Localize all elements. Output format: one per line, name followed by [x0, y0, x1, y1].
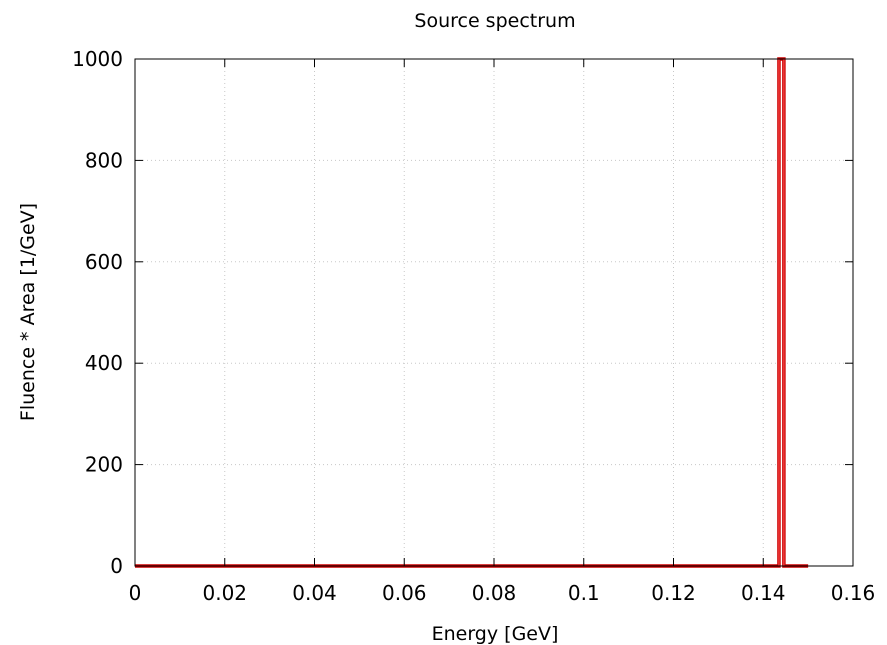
x-tick-label: 0.08 — [472, 581, 517, 605]
x-tick-label: 0.04 — [292, 581, 337, 605]
series-highlight-1 — [135, 58, 809, 567]
x-tick-label: 0.1 — [568, 581, 600, 605]
y-tick-label: 600 — [85, 250, 123, 274]
x-tick-label: 0 — [129, 581, 142, 605]
x-tick-label: 0.12 — [651, 581, 696, 605]
x-tick-labels: 0 0.02 0.04 0.06 0.08 0.1 0.12 0.14 0.16 — [129, 581, 876, 605]
y-tick-label: 800 — [85, 148, 123, 172]
y-tick-labels: 0 200 400 600 800 1000 — [72, 47, 123, 578]
grid — [135, 59, 853, 566]
tick-marks — [134, 58, 854, 567]
series-line-1 — [135, 57, 809, 568]
y-axis-title: Fluence * Area [1/GeV] — [17, 203, 39, 421]
x-tick-label: 0.02 — [202, 581, 247, 605]
y-tick-label: 400 — [85, 351, 123, 375]
x-tick-label: 0.16 — [831, 581, 876, 605]
x-axis-title: Energy [GeV] — [432, 623, 559, 645]
x-tick-label: 0.14 — [741, 581, 786, 605]
x-tick-label: 0.06 — [382, 581, 427, 605]
series-layer — [135, 57, 809, 568]
y-tick-label: 1000 — [72, 47, 123, 71]
chart-title: Source spectrum — [414, 10, 575, 32]
y-tick-label: 200 — [85, 453, 123, 477]
y-tick-label: 0 — [110, 554, 123, 578]
